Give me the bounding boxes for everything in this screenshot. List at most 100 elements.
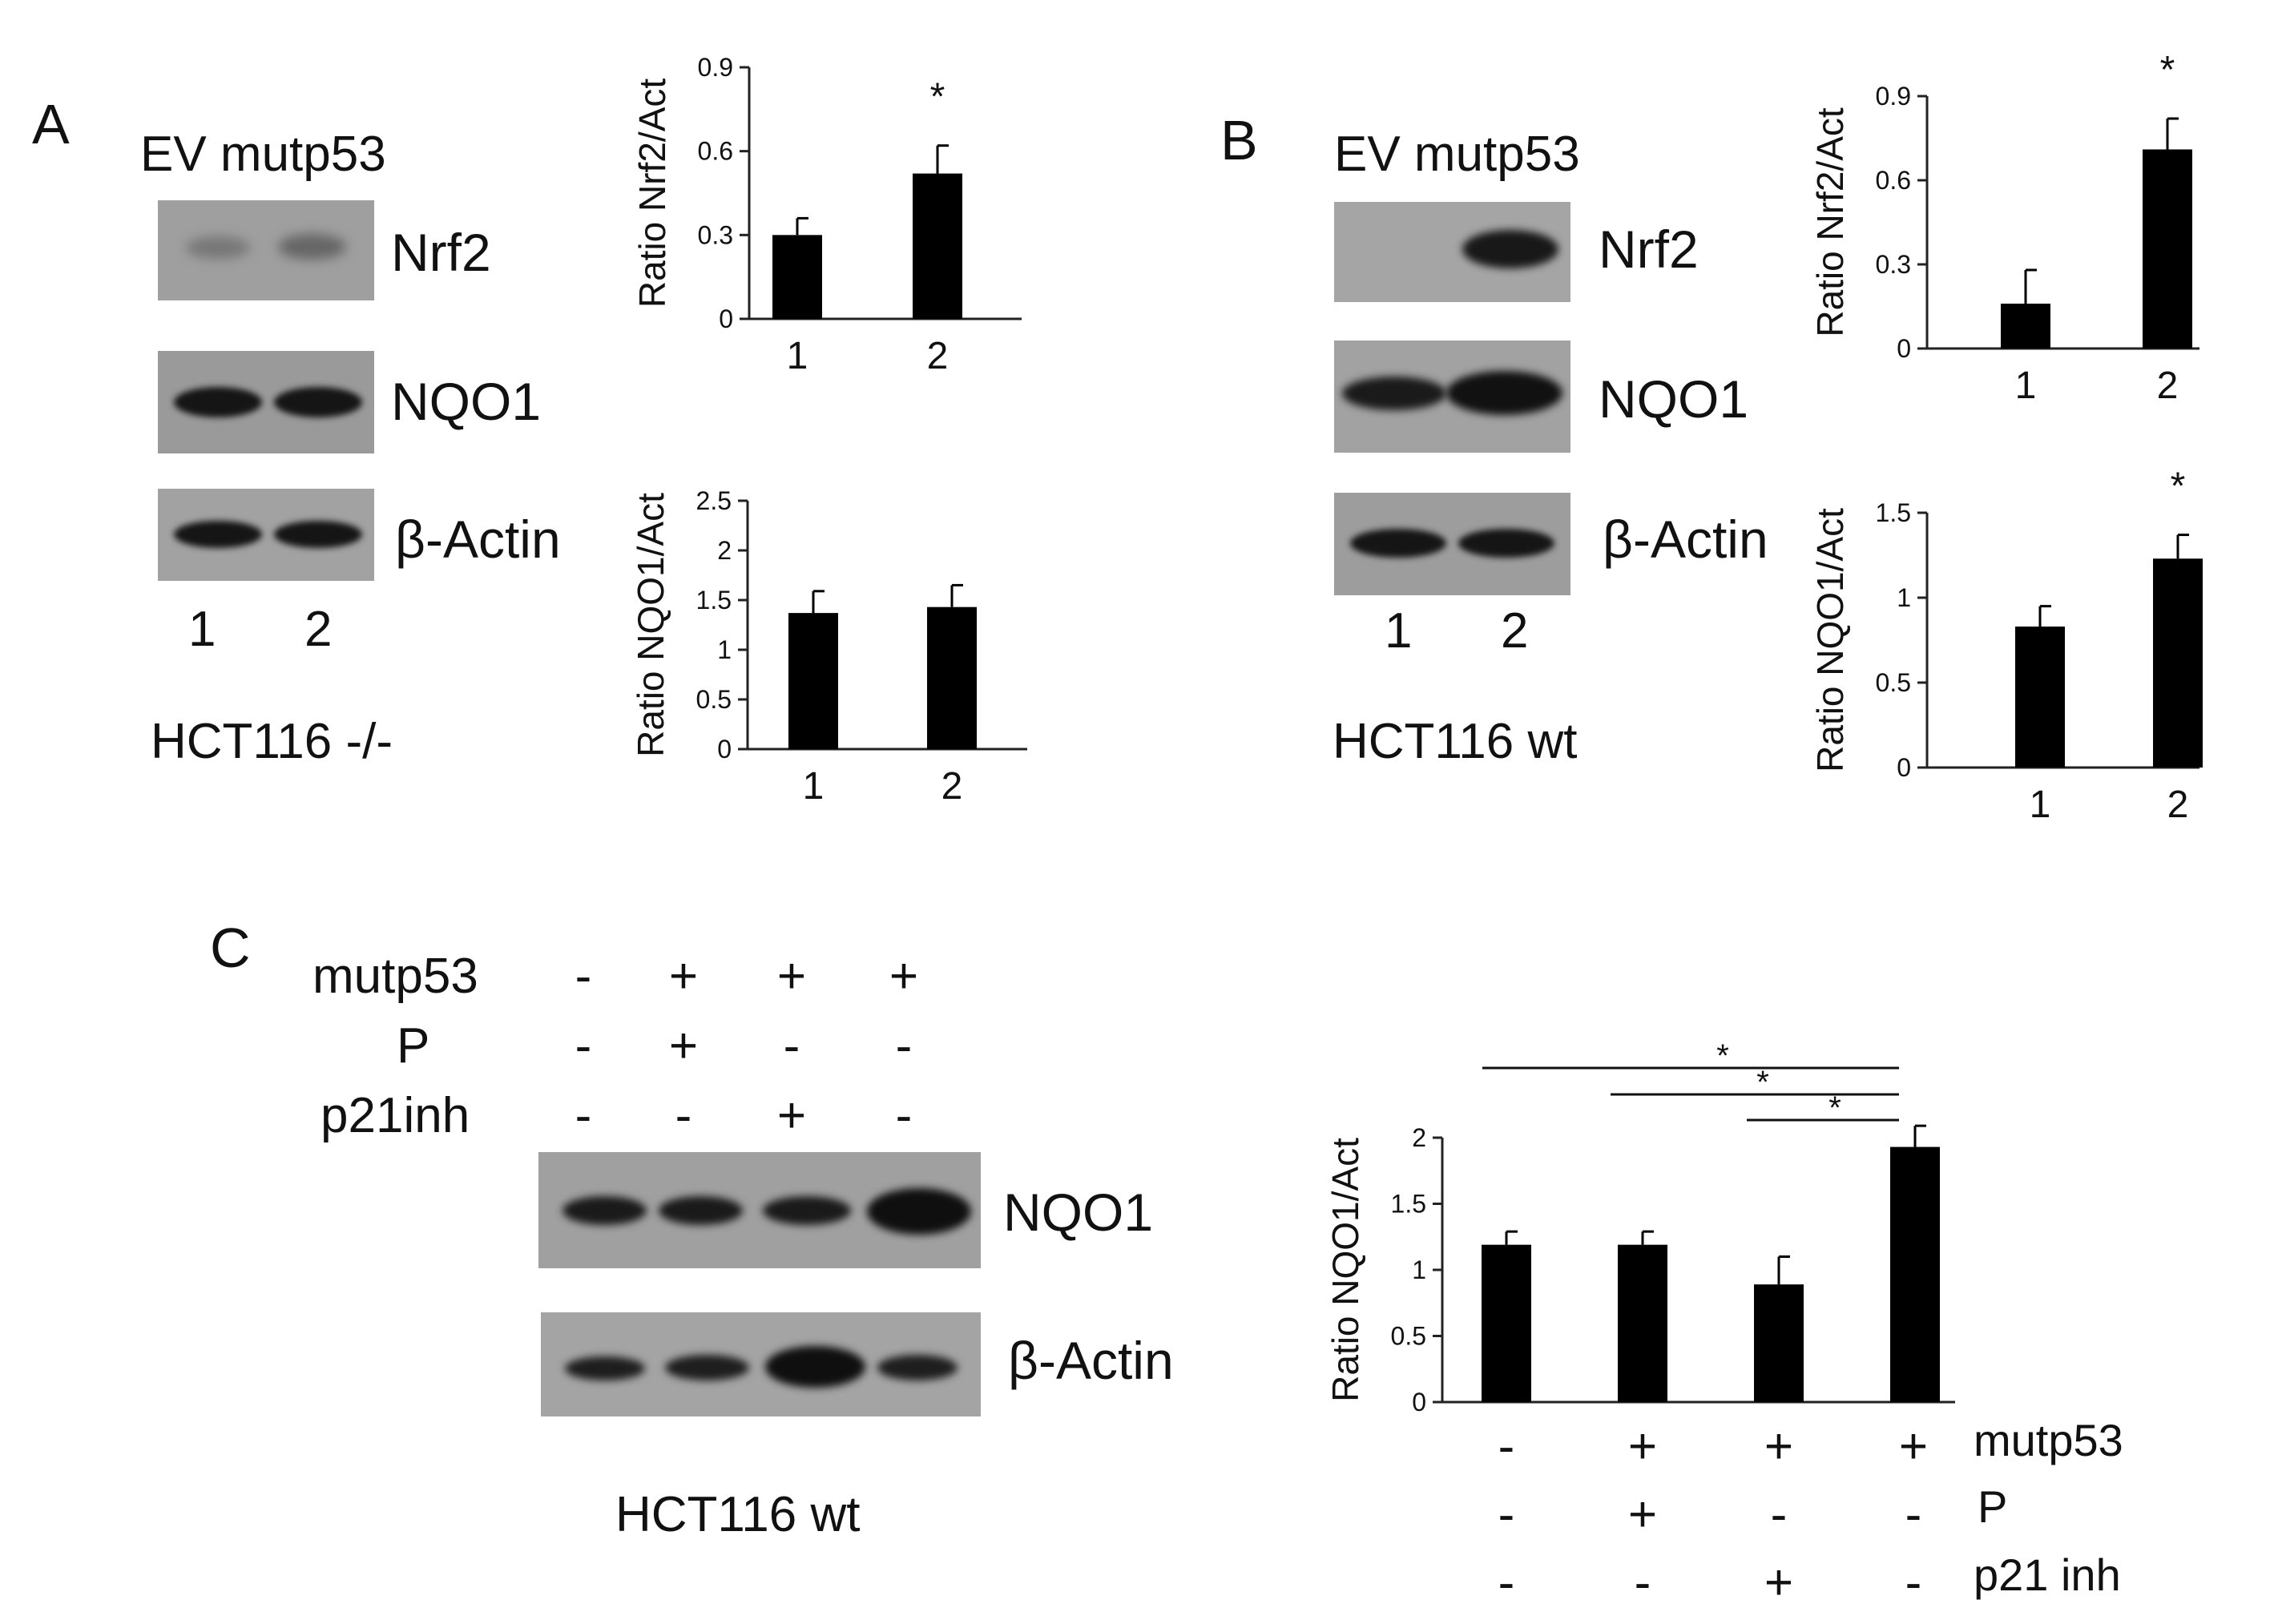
y-tick-label: 1.5 xyxy=(1391,1190,1426,1219)
y-tick-label: 1 xyxy=(1412,1255,1426,1284)
panel-b-protein-label: Nrf2 xyxy=(1599,220,1699,279)
panel-a-letter: A xyxy=(32,93,70,155)
chart-c-sign: - xyxy=(1770,1487,1788,1542)
panel-b-nrf2-blot xyxy=(1334,202,1570,302)
panel-c-sign: - xyxy=(783,1018,800,1074)
bar xyxy=(2143,149,2192,349)
panel-b-lanes-header: EV mutp53 xyxy=(1334,127,1580,182)
y-axis-label: Ratio Nrf2/Act xyxy=(631,79,673,308)
band xyxy=(867,1188,971,1235)
y-tick-label: 0.5 xyxy=(696,685,732,714)
bar xyxy=(772,235,822,319)
y-tick-label: 0.6 xyxy=(698,137,733,166)
panel-b-actin-blot xyxy=(1334,493,1570,595)
panel-c-sign: - xyxy=(675,1088,692,1143)
band xyxy=(659,1196,743,1225)
panel-c-actin-blot xyxy=(541,1312,981,1416)
panel-b-cell-line: HCT116 wt xyxy=(1333,714,1578,769)
band xyxy=(186,236,250,259)
panel-c-sign: + xyxy=(668,949,699,1004)
significance-marker: * xyxy=(1716,1038,1729,1074)
bar xyxy=(2015,627,2065,768)
y-tick-label: 0 xyxy=(1897,753,1911,782)
band xyxy=(1458,529,1554,558)
panel-c-protein-label: NQO1 xyxy=(1003,1183,1154,1242)
significance-marker: * xyxy=(930,76,945,119)
x-tick-label: 2 xyxy=(927,335,949,377)
band xyxy=(665,1355,749,1380)
chart-c-sign: + xyxy=(1764,1555,1794,1610)
panel-a-protein-label: NQO1 xyxy=(391,372,542,431)
band xyxy=(562,1196,647,1225)
y-axis-label: Ratio NQO1/Act xyxy=(630,493,671,757)
band xyxy=(765,1346,865,1388)
significance-marker: * xyxy=(1756,1065,1769,1100)
bar xyxy=(788,613,838,749)
band xyxy=(1462,230,1558,268)
chart-c-sign: - xyxy=(1498,1487,1515,1542)
chart-c-sign: - xyxy=(1498,1555,1515,1610)
y-axis-label: Ratio NQO1/Act xyxy=(1809,508,1851,772)
band xyxy=(763,1196,851,1225)
panel-c-protein-label: β-Actin xyxy=(1008,1331,1174,1390)
y-tick-label: 0 xyxy=(1412,1388,1426,1416)
y-tick-label: 0.5 xyxy=(1876,668,1911,697)
band xyxy=(1350,529,1446,558)
panel-b-protein-label: β-Actin xyxy=(1603,510,1768,569)
panel-a-protein-label: β-Actin xyxy=(395,510,561,569)
panel-a-lane-number: 1 xyxy=(188,602,216,657)
panel-c-sign: + xyxy=(776,1088,807,1143)
panel-b-protein-label: NQO1 xyxy=(1599,369,1749,429)
chart-c-condition-label: mutp53 xyxy=(1974,1415,2123,1465)
panel-a-actin-blot xyxy=(158,489,374,581)
bar xyxy=(1618,1244,1667,1402)
chart-c-sign: - xyxy=(1905,1555,1922,1610)
band xyxy=(174,387,262,417)
y-tick-label: 0.9 xyxy=(698,53,733,82)
panel-c-cell-line: HCT116 wt xyxy=(615,1487,861,1542)
panel-a-cell-line: HCT116 -/- xyxy=(151,714,393,769)
panel-c-sign: - xyxy=(575,1018,592,1074)
y-tick-label: 0 xyxy=(717,735,732,764)
band xyxy=(274,521,362,548)
bar xyxy=(1754,1284,1804,1402)
y-tick-label: 2.5 xyxy=(696,486,732,515)
bar xyxy=(1890,1146,1940,1402)
significance-marker: * xyxy=(2171,465,2186,508)
panel-c-condition-label: mutp53 xyxy=(312,949,478,1004)
y-tick-label: 1 xyxy=(717,635,732,664)
panel-c-condition-label: P xyxy=(397,1018,430,1074)
chart-c-sign: - xyxy=(1634,1555,1651,1610)
panel-c-condition-label: p21inh xyxy=(321,1088,470,1143)
y-tick-label: 0.3 xyxy=(1876,250,1911,279)
y-tick-label: 0.3 xyxy=(698,220,733,249)
band xyxy=(274,387,362,417)
band xyxy=(565,1356,645,1380)
band xyxy=(278,234,346,260)
bar xyxy=(927,606,977,749)
y-tick-label: 2 xyxy=(1412,1123,1426,1152)
x-tick-label: 2 xyxy=(941,765,963,808)
panel-c-sign: + xyxy=(776,949,807,1004)
band xyxy=(174,521,262,548)
x-tick-label: 1 xyxy=(803,765,825,808)
panel-c-sign: - xyxy=(575,1088,592,1143)
panel-c-sign: + xyxy=(668,1018,699,1074)
y-tick-label: 2 xyxy=(717,536,732,565)
panel-c-sign: - xyxy=(575,949,592,1004)
chart-c-sign: + xyxy=(1764,1419,1794,1474)
panel-c-sign: - xyxy=(895,1088,913,1143)
y-tick-label: 0 xyxy=(1897,334,1911,363)
band xyxy=(1342,377,1446,410)
chart-c-sign: + xyxy=(1898,1419,1929,1474)
bar xyxy=(2001,304,2050,349)
y-tick-label: 0 xyxy=(719,304,733,333)
panel-c-sign: + xyxy=(889,949,919,1004)
panel-a-lane-number: 2 xyxy=(304,602,333,657)
chart-c-sign: + xyxy=(1627,1419,1658,1474)
panel-c-nqo1-blot xyxy=(538,1152,981,1268)
chart-c-sign: - xyxy=(1905,1487,1922,1542)
chart-c-condition-label: P xyxy=(1978,1481,2008,1532)
x-tick-label: 1 xyxy=(2030,784,2051,826)
